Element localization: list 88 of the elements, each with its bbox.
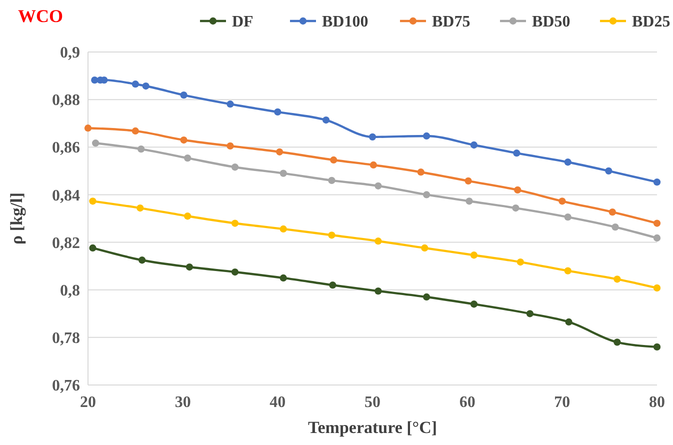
point	[180, 136, 188, 144]
point	[374, 182, 382, 190]
point	[329, 282, 336, 289]
point	[564, 214, 572, 221]
point	[565, 318, 572, 326]
point	[184, 154, 192, 162]
point	[132, 80, 139, 88]
x-tick-label: 80	[649, 394, 665, 411]
point	[132, 127, 139, 135]
point	[184, 212, 192, 220]
point	[92, 140, 100, 147]
legend-label: BD50	[532, 14, 570, 31]
y-tick-label: 0,78	[52, 330, 80, 348]
point	[470, 141, 478, 149]
y-tick-label: 0,88	[52, 92, 80, 110]
y-tick-label: 0,84	[52, 187, 80, 204]
x-axis-title: Temperature [°C]	[308, 418, 438, 437]
point	[84, 124, 92, 132]
point	[328, 232, 336, 239]
point	[226, 142, 234, 150]
y-tick-label: 0,82	[52, 234, 80, 252]
point	[328, 176, 336, 184]
legend-label: DF	[232, 14, 254, 31]
point	[653, 284, 661, 292]
y-tick-label: 0,86	[52, 140, 80, 157]
point	[564, 158, 572, 166]
point	[653, 178, 661, 186]
point	[374, 287, 382, 295]
point	[370, 161, 378, 169]
point	[186, 263, 194, 271]
x-tick-label: 40	[270, 394, 286, 411]
point	[226, 100, 234, 108]
x-tick-label: 20	[80, 394, 96, 411]
point	[231, 268, 239, 276]
point	[280, 225, 287, 233]
point	[564, 267, 572, 274]
point	[608, 208, 616, 216]
point	[276, 148, 284, 156]
point	[280, 170, 287, 177]
x-tick-label: 70	[554, 394, 570, 411]
point	[605, 167, 612, 174]
point	[417, 168, 424, 176]
point	[512, 204, 520, 212]
point	[470, 252, 478, 259]
point	[138, 145, 145, 153]
point	[464, 177, 472, 184]
x-tick-label: 50	[364, 394, 380, 411]
point	[614, 276, 621, 283]
point	[558, 198, 566, 205]
point	[513, 150, 520, 157]
x-tick-label: 30	[174, 394, 191, 411]
y-tick-label: 0,76	[52, 378, 80, 395]
point	[374, 238, 382, 245]
y-tick-label: 0,8	[60, 282, 80, 300]
point	[136, 204, 144, 212]
legend-label: BD75	[432, 14, 470, 31]
legend-label: BD25	[632, 14, 670, 31]
point	[322, 116, 330, 124]
point	[274, 108, 282, 116]
point	[280, 274, 287, 282]
point	[421, 244, 428, 252]
point	[653, 234, 661, 242]
point	[180, 91, 188, 99]
point	[466, 198, 473, 205]
point	[526, 310, 534, 318]
point	[614, 338, 621, 346]
point	[330, 156, 338, 164]
point	[516, 258, 524, 266]
y-axis-title: ρ [kg/l]	[7, 192, 26, 245]
chart-title: WCO	[18, 6, 63, 26]
point	[612, 224, 619, 231]
point	[89, 198, 96, 205]
point	[422, 191, 430, 198]
point	[231, 164, 239, 171]
point	[368, 133, 376, 140]
point	[89, 244, 96, 252]
point	[142, 82, 150, 90]
point	[138, 256, 146, 264]
x-tick-label: 60	[459, 394, 476, 411]
y-tick-label: 0,9	[60, 44, 80, 62]
point	[653, 343, 661, 351]
point	[422, 132, 430, 140]
point	[231, 220, 239, 227]
point	[653, 220, 661, 227]
point	[422, 293, 430, 301]
point	[470, 300, 478, 308]
point	[514, 186, 522, 194]
legend-label: BD100	[322, 14, 368, 31]
